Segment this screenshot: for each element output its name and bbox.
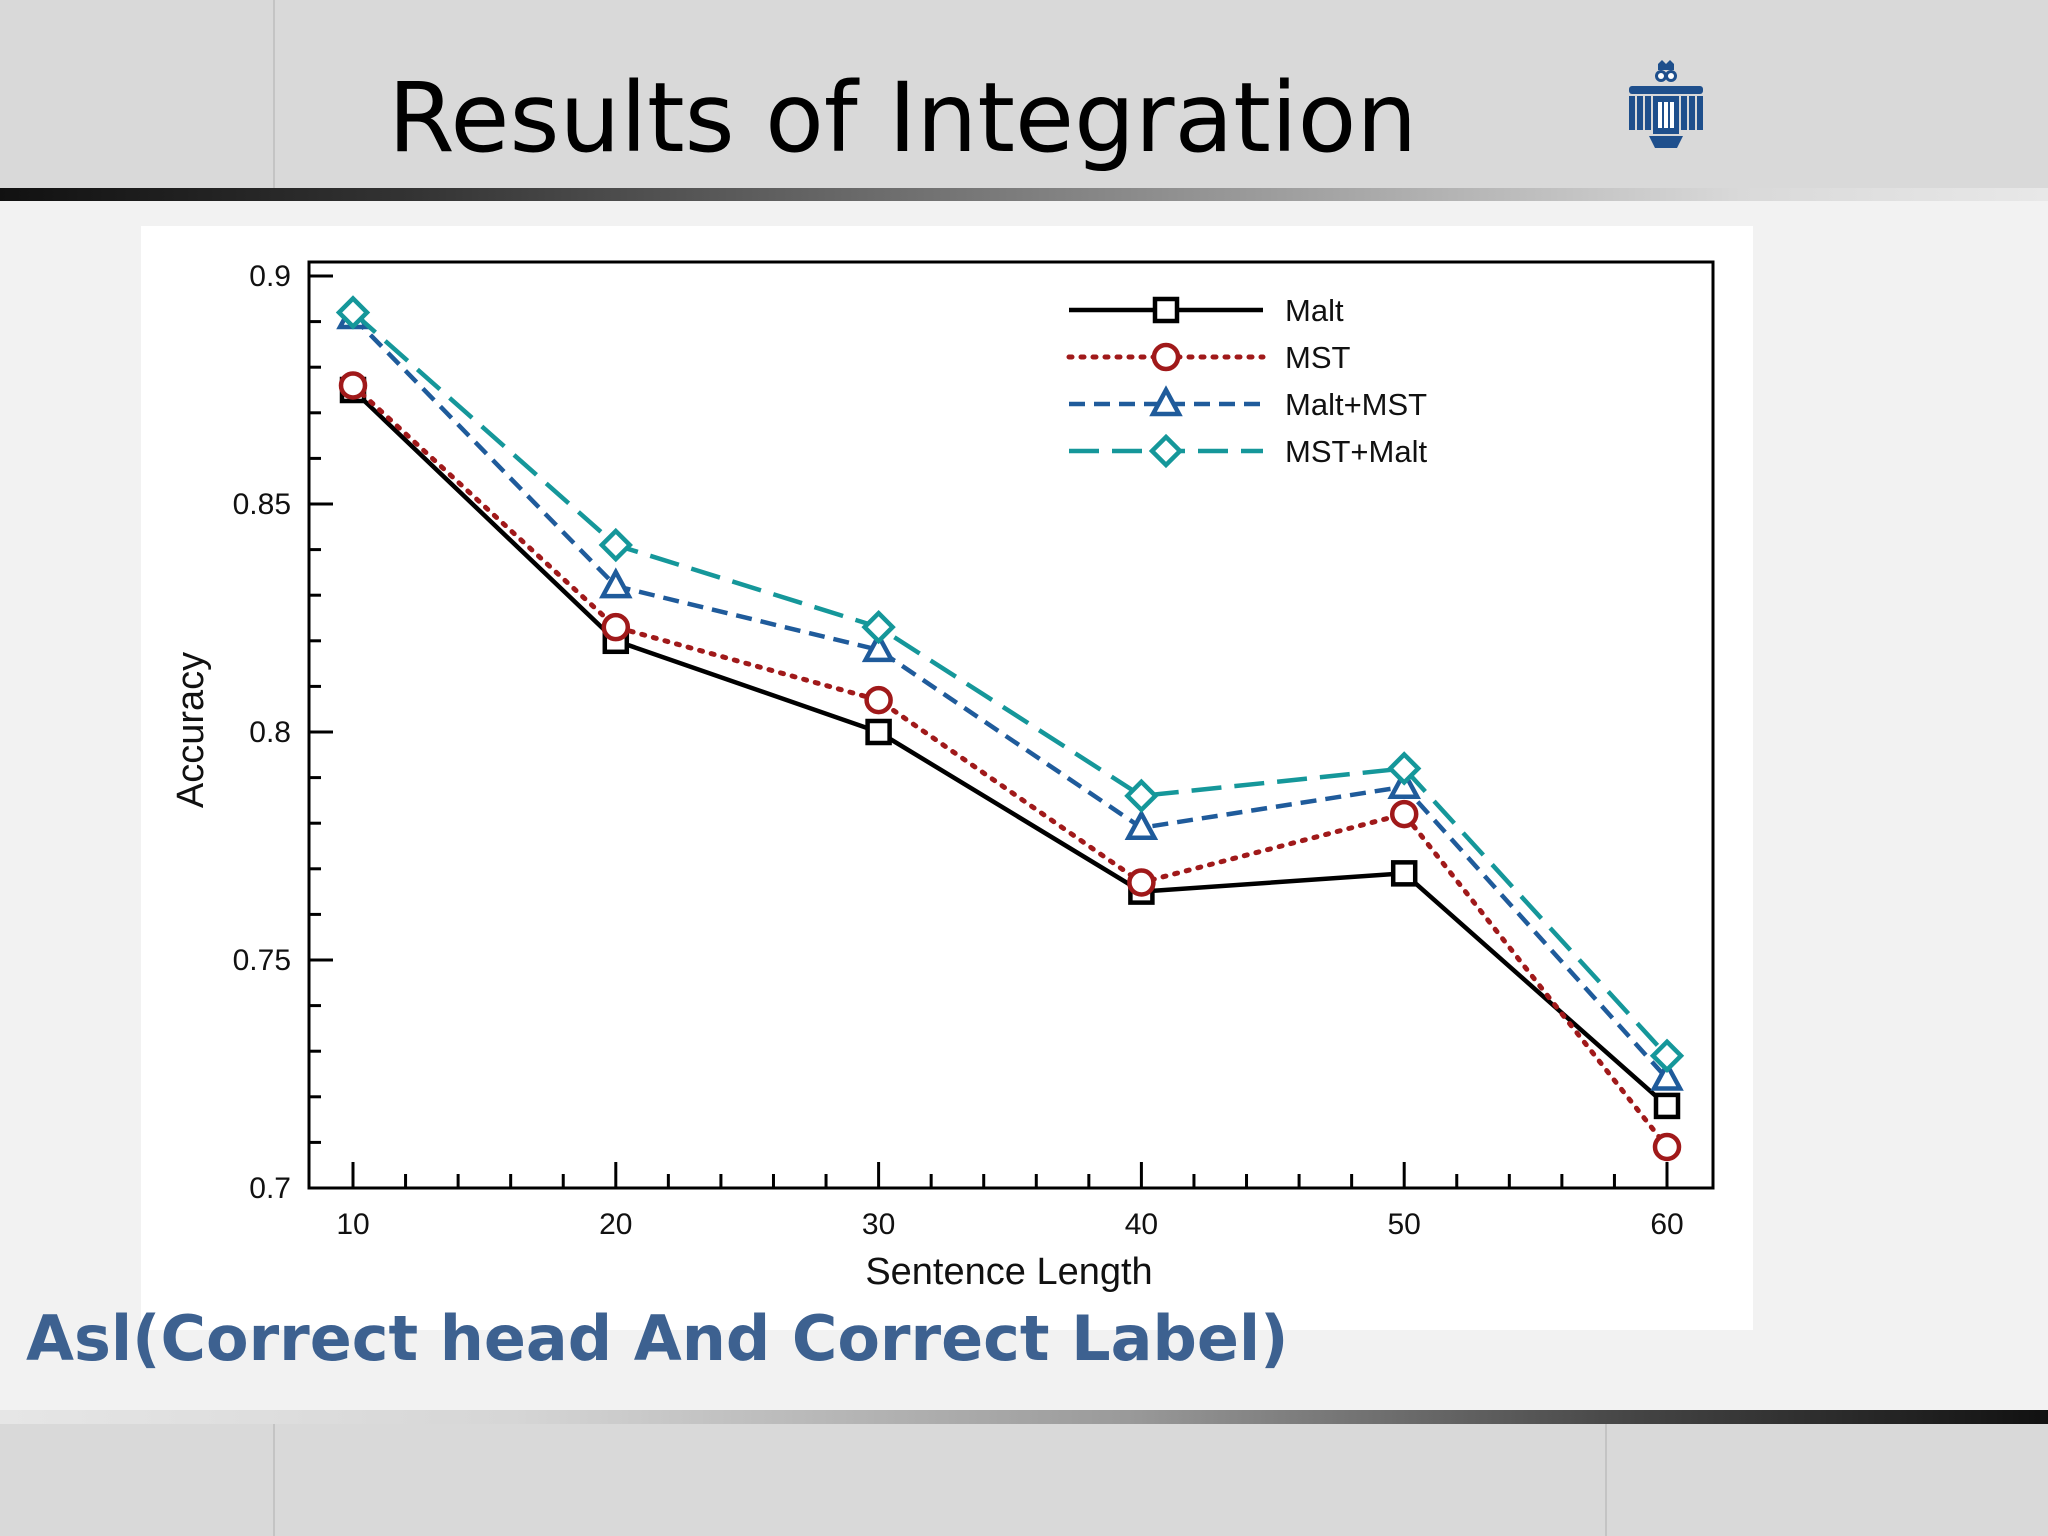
x-tick-label: 40 bbox=[1125, 1208, 1158, 1241]
legend-marker-diamond bbox=[1148, 433, 1184, 469]
footer-rule bbox=[0, 1410, 2048, 1424]
footer-band bbox=[0, 1424, 2048, 1536]
data-point-diamond bbox=[335, 295, 371, 330]
y-tick-label: 0.75 bbox=[233, 944, 291, 977]
y-tick-label: 0.85 bbox=[233, 488, 291, 521]
data-point-diamond bbox=[1649, 1038, 1685, 1073]
legend-marker-circle bbox=[1151, 342, 1181, 372]
data-point-circle bbox=[1389, 799, 1419, 829]
owl-logo-icon bbox=[1629, 60, 1703, 148]
chart-caption: Asl(Correct head And Correct Label) bbox=[26, 1302, 1289, 1375]
x-tick-label: 20 bbox=[599, 1208, 632, 1241]
legend-marker-triangle bbox=[1149, 385, 1183, 417]
legend-entry: Malt+MST bbox=[1069, 385, 1427, 422]
data-point-square bbox=[1653, 1092, 1681, 1120]
header-divider bbox=[273, 0, 275, 190]
legend-label: MST bbox=[1285, 340, 1351, 375]
data-point-circle bbox=[338, 371, 368, 400]
data-point-circle bbox=[864, 685, 893, 715]
y-tick-label: 0.9 bbox=[249, 260, 291, 293]
line-chart: 10 20 30 40 50 60 0.9 0.85 0.8 0.75 0.7 Malt MST Mal… bbox=[170, 260, 1715, 1293]
series-mst bbox=[338, 371, 1682, 1162]
y-axis-label: Accuracy bbox=[170, 652, 212, 808]
x-axis-label: Sentence Length bbox=[865, 1251, 1152, 1293]
legend-entry: MST+Malt bbox=[1069, 433, 1427, 469]
series-line bbox=[350, 382, 1670, 1150]
chart-panel: 10 20 30 40 50 60 0.9 0.85 0.8 0.75 0.7 Malt MST Mal… bbox=[141, 226, 1753, 1330]
data-point-circle bbox=[601, 612, 631, 642]
x-tick-label: 50 bbox=[1388, 1208, 1421, 1241]
y-tick-label: 0.7 bbox=[249, 1172, 291, 1205]
data-point-triangle bbox=[861, 631, 896, 663]
series-line bbox=[351, 310, 1669, 1058]
data-point-diamond bbox=[861, 609, 896, 645]
data-point-diamond bbox=[598, 527, 633, 563]
legend-marker-square bbox=[1152, 296, 1180, 324]
legend-label: Malt bbox=[1285, 293, 1344, 328]
series-mst-plus-malt bbox=[335, 295, 1685, 1073]
series-line bbox=[351, 388, 1669, 1108]
plot-frame bbox=[307, 260, 1715, 1190]
data-point-diamond bbox=[1124, 778, 1159, 814]
data-point-square bbox=[1390, 860, 1418, 887]
header-band bbox=[0, 0, 2048, 190]
data-point-square bbox=[865, 718, 892, 746]
x-tick-label: 30 bbox=[862, 1208, 895, 1241]
header-rule bbox=[0, 188, 2048, 201]
slide-title: Results of Integration bbox=[388, 62, 1418, 174]
data-point-circle bbox=[1652, 1132, 1682, 1162]
legend-entry: Malt bbox=[1069, 293, 1344, 328]
legend-label: MST+Malt bbox=[1285, 434, 1427, 469]
x-tick-label: 60 bbox=[1650, 1208, 1683, 1241]
series-line bbox=[351, 315, 1669, 1081]
footer-divider-right bbox=[1605, 1424, 1607, 1536]
data-point-triangle bbox=[1124, 809, 1159, 841]
data-point-diamond bbox=[1387, 751, 1422, 786]
data-point-circle bbox=[1127, 868, 1156, 897]
legend-label: Malt+MST bbox=[1285, 387, 1427, 422]
data-point-triangle bbox=[1650, 1059, 1684, 1091]
footer-divider-left bbox=[273, 1424, 275, 1536]
x-tick-label: 10 bbox=[336, 1208, 369, 1241]
y-tick-label: 0.8 bbox=[249, 716, 291, 749]
data-point-triangle bbox=[599, 567, 633, 599]
legend-entry: MST bbox=[1066, 340, 1351, 375]
